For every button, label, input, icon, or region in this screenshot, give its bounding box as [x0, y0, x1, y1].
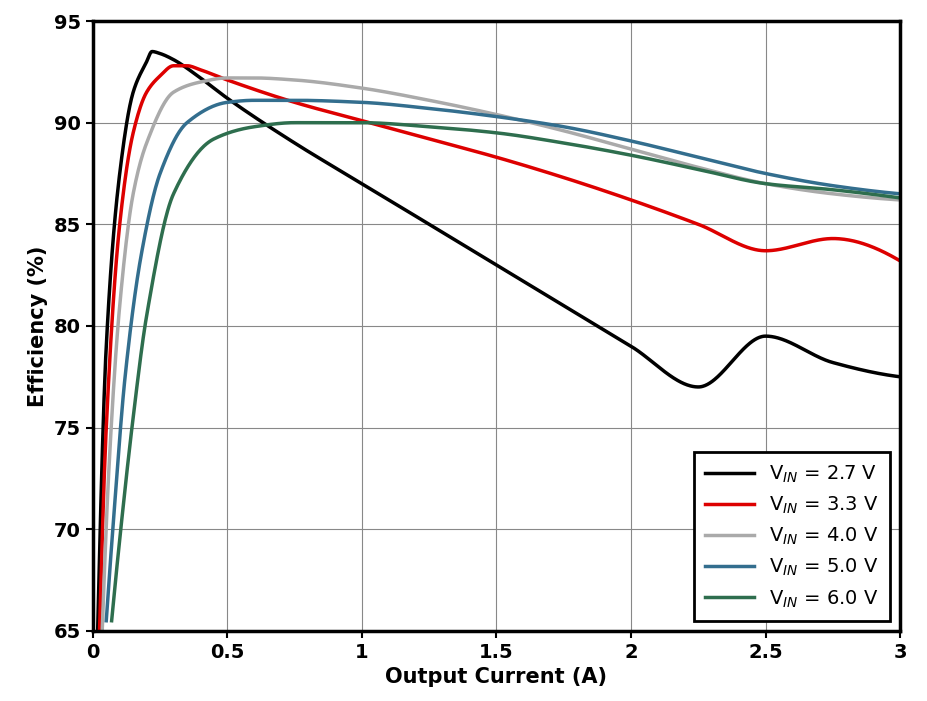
Legend: V$_{IN}$ = 2.7 V, V$_{IN}$ = 3.3 V, V$_{IN}$ = 4.0 V, V$_{IN}$ = 5.0 V, V$_{IN}$: V$_{IN}$ = 2.7 V, V$_{IN}$ = 3.3 V, V$_{… [692, 452, 890, 621]
X-axis label: Output Current (A): Output Current (A) [385, 667, 607, 687]
Y-axis label: Efficiency (%): Efficiency (%) [28, 245, 48, 407]
